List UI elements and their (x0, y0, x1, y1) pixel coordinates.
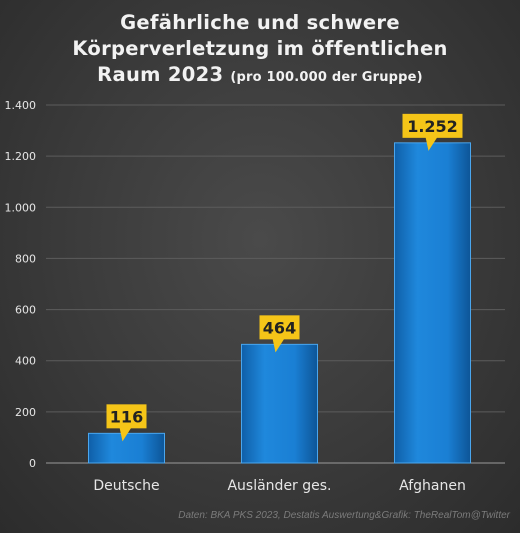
title-line-3-main: Raum 2023 (97, 63, 224, 86)
y-tick-label: 600 (15, 304, 36, 317)
value-callout-pointer (119, 427, 132, 442)
value-callout-pointer (272, 338, 285, 353)
y-tick-label: 200 (15, 406, 36, 419)
y-axis-ticks: 0 200 400 600 800 1.000 1.200 1.400 (5, 99, 37, 470)
bar (88, 432, 165, 464)
value-labels: 116 464 1.252 (106, 113, 463, 442)
value-callout-box (259, 315, 300, 340)
y-tick-label: 1.400 (5, 99, 37, 112)
y-tick-label: 800 (15, 252, 36, 265)
bar (241, 343, 318, 464)
x-tick-label: Afghanen (399, 478, 466, 494)
x-tick-label: Ausländer ges. (227, 478, 331, 494)
y-tick-label: 400 (15, 355, 36, 368)
chart-title: Gefährliche und schwere Körperverletzung… (0, 10, 520, 91)
title-line-1: Gefährliche und schwere (120, 11, 400, 34)
x-tick-label: Deutsche (93, 478, 159, 494)
value-callout-pointer (425, 136, 438, 151)
data-label: 1.252 (407, 117, 458, 136)
data-label: 464 (263, 318, 296, 337)
title-line-2: Körperverletzung im öffentlichen (72, 37, 448, 60)
bar (394, 142, 471, 464)
value-callout-box (402, 113, 463, 138)
y-tick-label: 1.000 (5, 201, 37, 214)
x-axis-ticks: Deutsche Ausländer ges. Afghanen (93, 478, 465, 494)
source-note: Daten: BKA PKS 2023, Destatis Auswertung… (178, 510, 510, 521)
title-line-3-subtitle: (pro 100.000 der Gruppe) (230, 70, 423, 85)
data-label: 116 (110, 407, 143, 426)
y-tick-label: 1.200 (5, 150, 37, 163)
y-tick-label: 0 (29, 457, 36, 470)
title-line-3: Raum 2023 (pro 100.000 der Gruppe) (0, 62, 520, 91)
value-callout-box (106, 404, 147, 429)
